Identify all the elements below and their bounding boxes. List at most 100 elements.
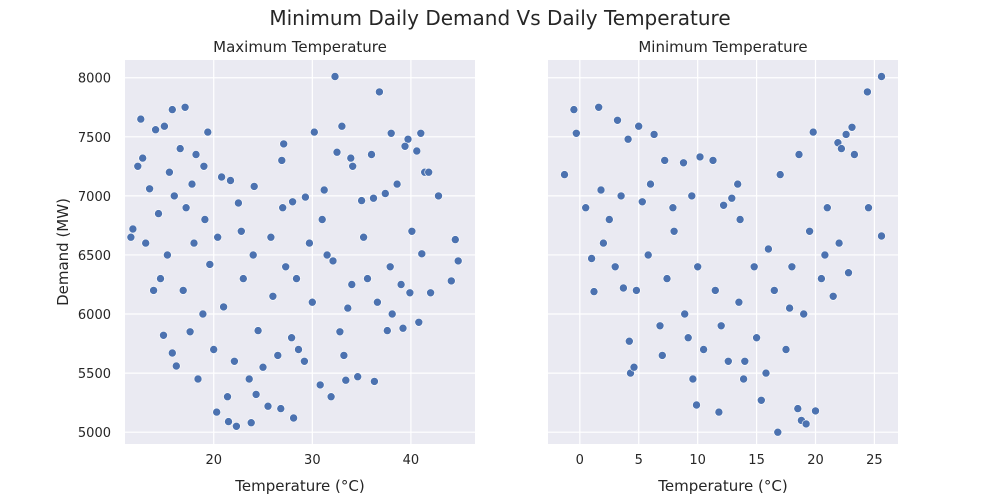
data-point — [369, 193, 378, 203]
x-tick-label: 25 — [866, 453, 883, 468]
data-point — [739, 374, 748, 384]
data-point — [769, 286, 779, 295]
data-point — [380, 189, 390, 198]
data-point — [649, 130, 659, 139]
data-point — [708, 156, 718, 165]
data-point — [687, 191, 697, 201]
y-tick-label: 6000 — [78, 308, 111, 323]
x-tick-label: 20 — [205, 453, 222, 468]
data-point — [581, 203, 591, 212]
data-point — [170, 191, 179, 201]
data-point — [253, 326, 263, 335]
data-point — [128, 224, 138, 234]
data-point — [268, 291, 278, 301]
data-point — [348, 162, 358, 171]
data-point — [224, 417, 233, 426]
data-point — [657, 351, 667, 360]
data-point — [226, 176, 235, 185]
data-point — [416, 129, 426, 138]
x-tick-label: 20 — [807, 453, 824, 468]
data-point — [613, 116, 622, 125]
data-point — [571, 129, 581, 138]
data-point — [359, 232, 368, 242]
data-point — [734, 297, 744, 307]
data-point — [740, 356, 750, 366]
data-point — [212, 407, 221, 417]
data-point — [189, 238, 199, 248]
data-point — [801, 419, 811, 429]
data-point — [749, 262, 759, 272]
data-point — [610, 262, 620, 272]
data-point — [599, 238, 608, 248]
data-point — [191, 150, 201, 159]
data-point — [386, 129, 396, 138]
data-point — [822, 203, 832, 212]
data-point — [175, 144, 185, 153]
x-axis-label-min: Temperature (°C) — [657, 477, 787, 495]
data-point — [165, 167, 174, 177]
data-point — [794, 150, 804, 159]
data-point — [126, 232, 136, 242]
data-point — [808, 127, 818, 137]
data-point — [178, 286, 188, 295]
data-point — [426, 288, 435, 298]
data-point — [163, 250, 172, 260]
x-tick-label: 30 — [304, 453, 321, 468]
data-point — [655, 321, 665, 331]
data-point — [145, 184, 154, 194]
data-point — [370, 377, 379, 386]
data-point — [328, 256, 338, 266]
data-point — [723, 356, 733, 366]
data-point — [289, 413, 298, 423]
data-point — [624, 336, 634, 346]
data-point — [156, 274, 165, 283]
x-tick-label: 15 — [748, 453, 765, 468]
x-axis-label-max: Temperature (°C) — [234, 477, 364, 495]
data-point — [343, 303, 353, 313]
data-point — [279, 139, 289, 149]
data-point — [307, 297, 317, 307]
x-ticks-min: 0 5 10 15 20 25 — [576, 453, 883, 468]
data-point — [187, 179, 197, 189]
data-point — [149, 286, 158, 295]
data-point — [714, 407, 724, 417]
data-point — [398, 323, 408, 333]
data-point — [385, 262, 395, 272]
data-point — [834, 238, 844, 248]
data-point — [785, 303, 794, 313]
data-point — [752, 333, 761, 343]
data-point — [450, 235, 460, 244]
figure-title: Minimum Daily Demand Vs Daily Temperatur… — [269, 6, 730, 30]
data-point — [793, 404, 803, 413]
data-point — [403, 134, 413, 144]
data-point — [367, 150, 376, 159]
data-point — [412, 146, 422, 156]
data-point — [288, 197, 297, 207]
data-point — [375, 87, 384, 97]
data-point — [710, 286, 720, 295]
data-point — [756, 395, 766, 405]
data-point — [594, 103, 604, 112]
data-point — [203, 127, 213, 137]
points-max — [126, 72, 463, 431]
data-point — [837, 144, 846, 153]
data-point — [141, 238, 150, 248]
data-point — [219, 302, 228, 312]
grid-max — [125, 60, 475, 444]
data-point — [251, 390, 261, 399]
data-point — [151, 125, 160, 134]
x-tick-label: 10 — [689, 453, 706, 468]
data-point — [811, 406, 820, 416]
data-point — [223, 392, 232, 402]
x-tick-label: 5 — [635, 453, 643, 468]
data-point — [695, 152, 705, 162]
data-point — [133, 162, 143, 171]
data-point — [258, 362, 268, 372]
data-point — [828, 291, 838, 301]
panel-title-max: Maximum Temperature — [213, 38, 387, 56]
data-point — [799, 309, 809, 319]
y-tick-label: 6500 — [78, 249, 111, 264]
data-point — [273, 351, 283, 360]
data-point — [775, 170, 785, 179]
data-point — [719, 201, 728, 210]
